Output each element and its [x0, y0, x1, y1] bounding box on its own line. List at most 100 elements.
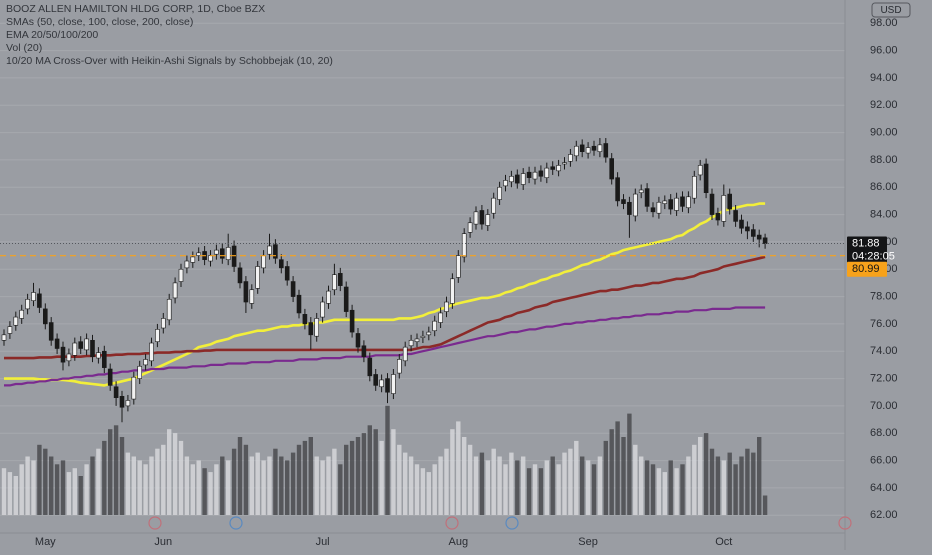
volume-bar	[627, 413, 632, 515]
volume-bar	[149, 456, 154, 515]
indicator: Vol (20)	[6, 42, 42, 54]
x-tick-label: May	[35, 536, 56, 548]
volume-bar	[202, 468, 207, 515]
candle-body	[621, 199, 626, 204]
volume-bar	[155, 448, 160, 515]
candle-body	[137, 365, 142, 379]
volume-bar	[591, 464, 597, 515]
candle-body	[450, 278, 455, 304]
volume-bar	[231, 448, 237, 515]
candle-body	[432, 320, 438, 332]
volume-bar	[403, 452, 408, 515]
volume-bar	[54, 464, 60, 515]
volume-bar	[379, 440, 384, 515]
volume-bar	[308, 437, 313, 515]
volume-bar	[355, 437, 361, 515]
volume-bar	[279, 456, 284, 515]
event-marker[interactable]	[229, 516, 243, 530]
candle-body	[302, 314, 308, 325]
candle-body	[680, 196, 685, 207]
candle-body	[756, 234, 762, 240]
candle-body	[296, 294, 302, 314]
candle-body	[656, 201, 662, 214]
volume-bar	[78, 476, 83, 515]
volume-bar	[397, 444, 402, 515]
volume-bar	[609, 429, 614, 515]
y-tick-label: 68.00	[870, 427, 898, 439]
candle-body	[337, 273, 343, 286]
candle-body	[261, 255, 266, 269]
volume-bar	[633, 444, 638, 515]
candle-body	[461, 233, 467, 258]
candle-body	[172, 282, 178, 299]
candle-body	[113, 386, 119, 398]
volume-bar	[715, 456, 721, 515]
candle-body	[514, 174, 520, 184]
candle-body	[308, 322, 314, 336]
candle-body	[385, 378, 390, 393]
candle-body	[42, 308, 48, 325]
indicator: 10/20 MA Cross-Over with Heikin-Ashi Sig…	[6, 55, 333, 67]
y-tick-label: 70.00	[870, 400, 898, 412]
price-line-badge	[847, 261, 887, 277]
y-tick-label: 92.00	[870, 99, 898, 111]
candle-body	[90, 339, 95, 357]
volume-bar	[562, 452, 567, 515]
candle-body	[632, 193, 638, 217]
event-markers	[148, 516, 852, 530]
currency: USD	[880, 5, 901, 16]
volume-bar	[13, 476, 18, 515]
volume-bar	[273, 448, 278, 515]
volume-bar	[314, 456, 319, 515]
candle-body	[526, 171, 532, 178]
event-marker[interactable]	[838, 516, 852, 530]
volume-bar	[143, 464, 148, 515]
volume-bar	[60, 460, 66, 515]
candle-body	[544, 167, 550, 178]
x-tick-label: Oct	[715, 536, 732, 548]
volume-bar	[249, 456, 254, 515]
candle-body	[249, 289, 255, 304]
candle-body	[196, 252, 201, 256]
candle-body	[520, 173, 526, 185]
candle-body	[444, 301, 449, 312]
candle-body	[107, 368, 113, 386]
volume-bar	[574, 440, 579, 515]
candle-body	[190, 256, 196, 263]
volume-bar	[196, 460, 201, 515]
y-tick-label: 94.00	[870, 72, 898, 84]
volume-bar	[668, 460, 673, 515]
candle-body	[355, 333, 361, 348]
candle-body	[467, 222, 473, 233]
event-marker[interactable]	[505, 516, 519, 530]
volume-bar	[686, 456, 691, 515]
event-marker[interactable]	[148, 516, 162, 530]
y-tick-label: 66.00	[870, 454, 898, 466]
price-line-label: 80.99	[852, 263, 880, 275]
volume-bar	[285, 460, 290, 515]
candle-body	[455, 255, 461, 278]
candle-body	[408, 339, 414, 347]
indicator: EMA 20/50/100/200	[6, 29, 98, 41]
candle-body	[66, 353, 72, 362]
candle-body	[497, 186, 502, 200]
legend: BOOZ ALLEN HAMILTON HLDG CORP, 1D, Cboe …	[6, 3, 333, 67]
volume-bar	[167, 429, 172, 515]
volume-bar	[131, 456, 136, 515]
event-marker[interactable]	[445, 516, 459, 530]
volume-bar	[119, 437, 125, 515]
candle-body	[255, 266, 260, 289]
volume-bar	[568, 448, 573, 515]
volume-bar	[491, 448, 496, 515]
candle-body	[733, 210, 738, 222]
volume-bar	[420, 468, 426, 515]
candle-body	[125, 400, 131, 407]
candle-body	[485, 214, 491, 226]
currency-box[interactable]	[871, 2, 911, 18]
candle-body	[78, 341, 83, 349]
candle-body	[650, 207, 656, 213]
candle-body	[161, 318, 166, 329]
volume-bar	[408, 456, 414, 515]
volume-bar	[338, 464, 343, 515]
